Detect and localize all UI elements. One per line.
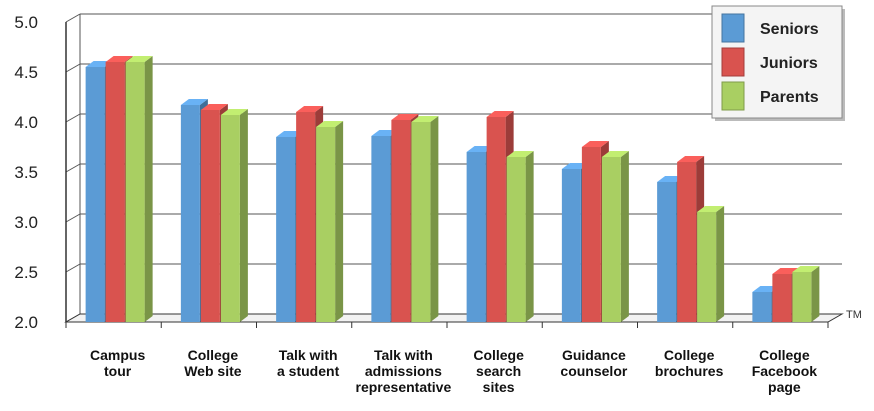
gridline-depth	[65, 113, 81, 123]
y-tick-label: 3.5	[14, 163, 38, 182]
x-tick-label: College brochures	[655, 347, 724, 379]
bar-front	[296, 112, 316, 322]
bar-front	[316, 127, 336, 322]
x-tick-label: Talk with admissions representative	[356, 347, 452, 395]
x-tick-label: Campus tour	[90, 347, 145, 379]
bar-front	[276, 137, 296, 322]
bar-front	[792, 272, 812, 322]
legend-swatch	[721, 13, 745, 43]
bar-top	[391, 114, 419, 120]
bar-top	[105, 56, 133, 62]
bar-side	[239, 109, 248, 322]
bar-front	[371, 136, 391, 322]
bar-front	[772, 274, 792, 322]
y-tick-label: 3.0	[14, 213, 38, 232]
legend-swatch	[721, 81, 745, 111]
bar	[601, 151, 629, 322]
x-tick-label: College Facebook page	[752, 347, 818, 395]
bar	[697, 206, 725, 322]
bar-front	[200, 110, 220, 322]
legend: Seniors Juniors Parents	[711, 5, 845, 121]
bar-side	[144, 56, 153, 322]
bar-side	[525, 151, 534, 322]
bar-front	[752, 292, 772, 322]
bar-front	[601, 157, 621, 322]
bar-front	[85, 67, 105, 322]
x-tick-label: College Web site	[184, 347, 242, 379]
trademark-label: TM	[846, 309, 862, 321]
gridline-depth	[65, 263, 81, 273]
bar-front	[561, 169, 581, 322]
bar-top	[506, 151, 534, 157]
y-tick-label: 4.5	[14, 63, 38, 82]
legend-label: Seniors	[760, 21, 819, 38]
bar-top	[316, 121, 344, 127]
legend-label: Parents	[760, 89, 819, 106]
axis-layer: 2.0 2.5 3.0 3.5 4.0 4.5 5.0	[14, 13, 844, 332]
bar-front	[180, 105, 200, 322]
bar-front	[486, 117, 506, 322]
bar	[316, 121, 344, 322]
label-layer: Campus tour College Web site Talk with a stud…	[90, 309, 862, 395]
bar-front	[391, 120, 411, 322]
bar-top	[486, 111, 514, 117]
y-tick-label: 4.0	[14, 113, 38, 132]
y-tick-label: 5.0	[14, 13, 38, 32]
bar	[220, 109, 248, 322]
bar-front	[466, 152, 486, 322]
bar-top	[180, 99, 208, 105]
bar-top	[581, 141, 609, 147]
bar-front	[677, 162, 697, 322]
bar-layer	[85, 56, 820, 322]
x-tick-label: College search sites	[473, 347, 524, 395]
gridline-depth	[65, 13, 81, 23]
bar-top	[296, 106, 324, 112]
bar-front	[657, 182, 677, 322]
x-tick-label: Guidance counselor	[560, 347, 627, 379]
legend-label: Juniors	[760, 55, 818, 72]
bar-side	[335, 121, 344, 322]
bar	[125, 56, 153, 322]
bar-front	[220, 115, 240, 322]
bar-top	[411, 116, 439, 122]
y-tick-label: 2.0	[14, 313, 38, 332]
x-tick-label: Talk with a student	[277, 347, 340, 379]
bar-top	[792, 266, 820, 272]
y-tick-label: 2.5	[14, 263, 38, 282]
bar	[506, 151, 534, 322]
bar-top	[697, 206, 725, 212]
bar-front	[411, 122, 431, 322]
bar-front	[506, 157, 526, 322]
bar-side	[620, 151, 629, 322]
bar-top	[125, 56, 153, 62]
gridline-depth	[65, 163, 81, 173]
bar	[411, 116, 439, 322]
bar-top	[200, 104, 228, 110]
bar-top	[220, 109, 248, 115]
bar-top	[601, 151, 629, 157]
bar-front	[105, 62, 125, 322]
bar-side	[430, 116, 439, 322]
gridline-depth	[65, 63, 81, 73]
gridline-depth	[65, 213, 81, 223]
bar-top	[677, 156, 705, 162]
bar-front	[697, 212, 717, 322]
bar-front	[125, 62, 145, 322]
bar-side	[716, 206, 725, 322]
legend-swatch	[721, 47, 745, 77]
bar	[792, 266, 820, 322]
bar-front	[581, 147, 601, 322]
bar-side	[811, 266, 820, 322]
